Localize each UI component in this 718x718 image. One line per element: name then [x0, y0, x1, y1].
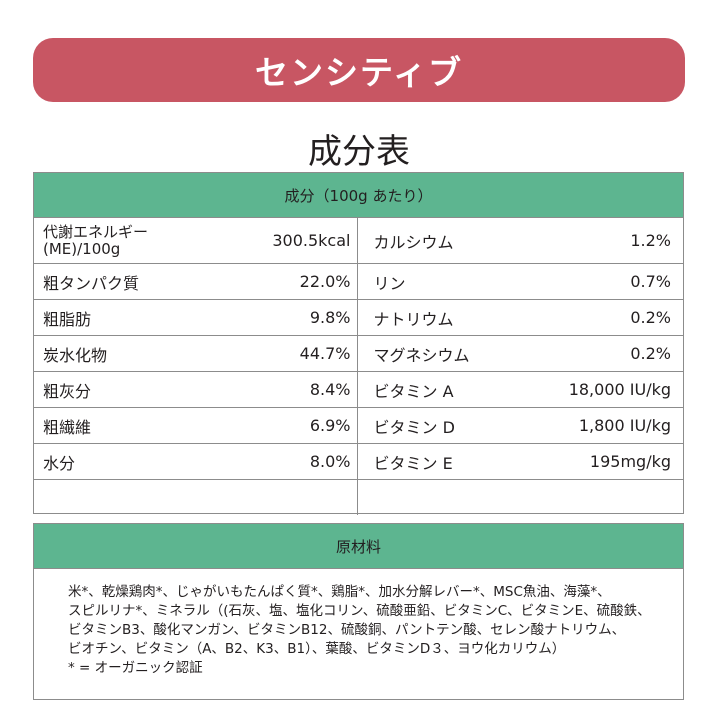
- nutrient-value: 44.7%: [299, 344, 351, 363]
- nutrient-value: 22.0%: [299, 272, 351, 291]
- nutrient-label: リン: [373, 273, 406, 293]
- nutrient-label: 炭水化物: [43, 345, 108, 365]
- nutrient-label: ビタミン E: [373, 453, 453, 473]
- table-row: 水分 8.0% ビタミン E 195mg/kg: [34, 444, 683, 480]
- nutrient-label: カルシウム: [373, 232, 454, 252]
- nutrient-label: 粗脂肪: [43, 309, 92, 329]
- table-row: 代謝エネルギー (ME)/100g 300.5kcal カルシウム 1.2%: [34, 218, 683, 264]
- ingredients-line: 米*、乾燥鶏肉*、じゃがいもたんぱく質*、鶏脂*、加水分解レバー*、MSC魚油、…: [68, 584, 611, 600]
- ingredients-box: 原材料 米*、乾燥鶏肉*、じゃがいもたんぱく質*、鶏脂*、加水分解レバー*、MS…: [33, 523, 684, 700]
- ingredients-header: 原材料: [34, 524, 683, 569]
- nutrient-value: 6.9%: [309, 416, 351, 435]
- nutrient-label-line2: (ME)/100g: [43, 239, 121, 258]
- nutrient-value: 8.0%: [309, 452, 351, 471]
- banner-title: センシティブ: [254, 53, 464, 92]
- nutrient-label: ナトリウム: [373, 309, 454, 329]
- nutrient-value: 1,800 IU/kg: [578, 416, 671, 435]
- ingredients-line: ビタミンB3、酸化マンガン、ビタミンB12、硫酸銅、パントテン酸、セレン酸ナトリ…: [68, 622, 626, 638]
- nutrient-label: 粗タンパク質: [43, 273, 140, 293]
- table-row-empty: [34, 480, 683, 515]
- nutrient-value: 0.7%: [630, 272, 671, 291]
- nutrient-value: 9.8%: [309, 308, 351, 327]
- product-banner: センシティブ: [33, 38, 685, 102]
- nutrient-value: 1.2%: [630, 231, 671, 250]
- nutrient-label: 粗灰分: [43, 381, 92, 401]
- table-header: 成分（100g あたり）: [34, 173, 683, 218]
- table-row: 炭水化物 44.7% マグネシウム 0.2%: [34, 336, 683, 372]
- ingredients-line: ビオチン、ビタミン（A、B2、K3、B1）、葉酸、ビタミンD３、ヨウ化カリウム）: [68, 641, 566, 657]
- nutrient-value: 300.5kcal: [272, 231, 351, 250]
- table-row: 粗脂肪 9.8% ナトリウム 0.2%: [34, 300, 683, 336]
- nutrient-label: 水分: [43, 453, 76, 473]
- ingredients-text: 米*、乾燥鶏肉*、じゃがいもたんぱく質*、鶏脂*、加水分解レバー*、MSC魚油、…: [34, 569, 683, 678]
- nutrient-label: ビタミン D: [373, 417, 455, 437]
- nutrient-value: 18,000 IU/kg: [568, 380, 671, 399]
- nutrition-table: 成分（100g あたり） 代謝エネルギー (ME)/100g 300.5kcal…: [33, 172, 684, 515]
- nutrient-value: 8.4%: [309, 380, 351, 399]
- table-row: 粗繊維 6.9% ビタミン D 1,800 IU/kg: [34, 408, 683, 444]
- ingredients-line: スピルリナ*、ミネラル（(石灰、塩、塩化コリン、硫酸亜鉛、ビタミンC、ビタミンE…: [68, 603, 651, 619]
- nutrient-value: 0.2%: [630, 308, 671, 327]
- nutrient-value: 0.2%: [630, 344, 671, 363]
- table-row: 粗タンパク質 22.0% リン 0.7%: [34, 264, 683, 300]
- page-title: 成分表: [308, 132, 410, 172]
- nutrient-label: マグネシウム: [373, 345, 470, 365]
- nutrient-value: 195mg/kg: [589, 452, 671, 471]
- table-row: 粗灰分 8.4% ビタミン A 18,000 IU/kg: [34, 372, 683, 408]
- nutrient-label-line1: 代謝エネルギー: [43, 222, 149, 241]
- nutrient-label: ビタミン A: [373, 381, 454, 401]
- organic-note: * = オーガニック認証: [68, 660, 203, 676]
- nutrient-label: 代謝エネルギー (ME)/100g: [43, 222, 149, 258]
- nutrient-label: 粗繊維: [43, 417, 92, 437]
